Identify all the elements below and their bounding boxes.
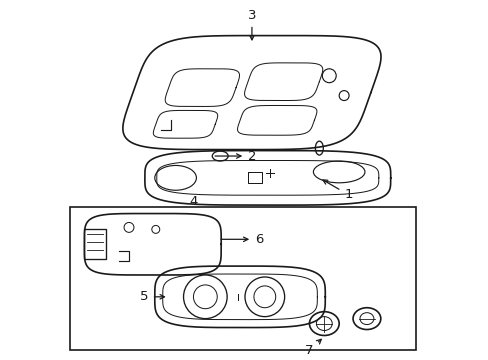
Text: 5: 5 bbox=[140, 290, 164, 303]
Text: 7: 7 bbox=[305, 339, 321, 357]
Text: 1: 1 bbox=[322, 180, 352, 201]
Text: 2: 2 bbox=[215, 149, 256, 162]
Bar bbox=[84, 229, 106, 259]
Text: 3: 3 bbox=[247, 9, 256, 40]
Text: 6: 6 bbox=[221, 233, 263, 246]
Bar bbox=[69, 207, 416, 350]
Text: 4: 4 bbox=[189, 195, 197, 208]
